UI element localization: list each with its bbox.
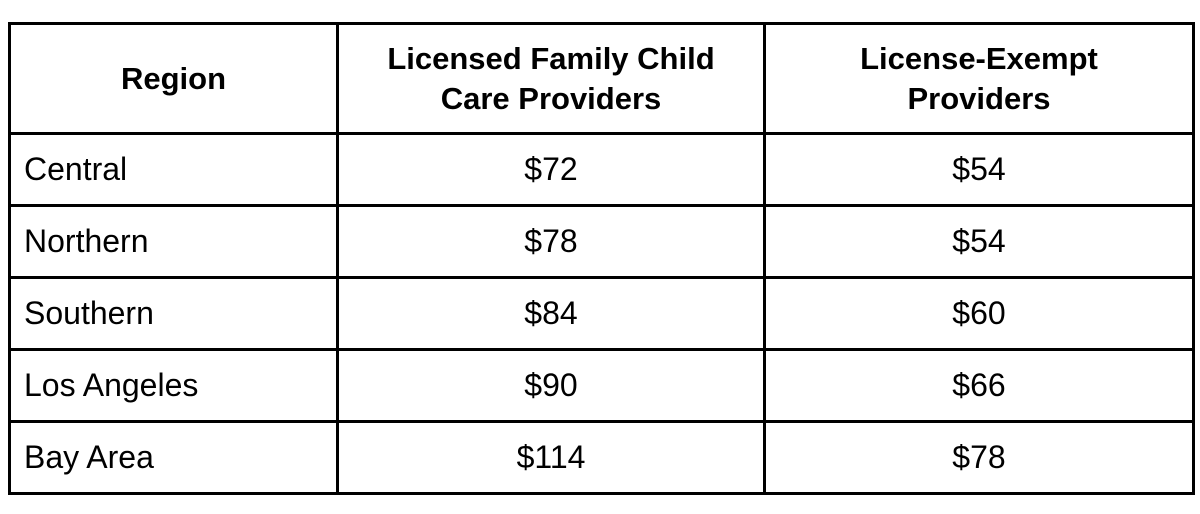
provider-rates-table: Region Licensed Family Child Care Provid… bbox=[8, 22, 1195, 495]
licensed-rate-cell: $78 bbox=[336, 204, 766, 279]
licensed-rate-cell: $90 bbox=[336, 348, 766, 423]
licensed-rate-cell: $114 bbox=[336, 420, 766, 495]
column-header-license-exempt-providers: License-Exempt Providers bbox=[763, 22, 1195, 135]
column-header-region: Region bbox=[8, 22, 339, 135]
region-cell: Northern bbox=[8, 204, 339, 279]
region-cell: Los Angeles bbox=[8, 348, 339, 423]
column-header-licensed-providers: Licensed Family Child Care Providers bbox=[336, 22, 766, 135]
table-row-bay-area: Bay Area $114 $78 bbox=[8, 420, 1195, 495]
licensed-rate-cell: $72 bbox=[336, 132, 766, 207]
region-cell: Central bbox=[8, 132, 339, 207]
region-cell: Southern bbox=[8, 276, 339, 351]
exempt-rate-cell: $60 bbox=[763, 276, 1195, 351]
region-cell: Bay Area bbox=[8, 420, 339, 495]
table-row-los-angeles: Los Angeles $90 $66 bbox=[8, 348, 1195, 423]
table-row-central: Central $72 $54 bbox=[8, 132, 1195, 207]
header-row: Region Licensed Family Child Care Provid… bbox=[8, 22, 1195, 135]
table-row-northern: Northern $78 $54 bbox=[8, 204, 1195, 279]
exempt-rate-cell: $78 bbox=[763, 420, 1195, 495]
table-row-southern: Southern $84 $60 bbox=[8, 276, 1195, 351]
exempt-rate-cell: $66 bbox=[763, 348, 1195, 423]
exempt-rate-cell: $54 bbox=[763, 204, 1195, 279]
exempt-rate-cell: $54 bbox=[763, 132, 1195, 207]
licensed-rate-cell: $84 bbox=[336, 276, 766, 351]
